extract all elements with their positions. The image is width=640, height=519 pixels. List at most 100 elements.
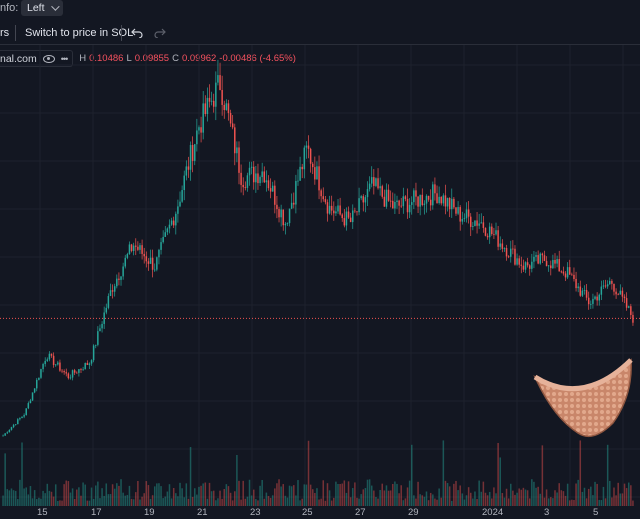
volume-bar [265,492,268,506]
volume-bar [284,495,287,506]
candle [189,145,192,170]
volume-bar [522,487,525,506]
candle [432,184,434,206]
volume-bar [149,498,152,506]
volume-bar [90,487,93,506]
eye-icon[interactable] [42,54,55,63]
volume-bar [38,497,40,506]
volume-bar [244,498,247,506]
candle [495,230,497,235]
candle [627,306,630,308]
candle [541,253,544,256]
candle [630,306,632,315]
x-tick: 27 [355,507,366,518]
volume-bar [141,496,143,506]
candle [309,148,312,164]
candle [238,147,240,173]
volume-bar [4,453,6,506]
candle [476,220,478,226]
volume-bar [606,444,609,506]
volume-bar [322,480,325,506]
volume-bar [54,484,57,506]
candle [558,259,560,272]
candle [179,201,181,207]
candle [164,232,167,237]
candle [229,113,232,124]
candle [80,369,82,370]
volume-bar [170,498,173,506]
volume-bar [122,492,124,506]
candle [63,371,65,373]
volume-bar [307,440,310,506]
candle [215,82,217,107]
candle [109,290,112,297]
volume-bar [598,499,600,506]
candle [404,196,407,199]
candle [200,127,202,133]
candle [324,199,327,203]
candle [436,193,438,204]
candle [328,205,331,214]
high-value: 0.10486 [89,53,124,64]
candle [59,362,61,371]
candle [381,186,384,197]
candle [623,296,626,299]
volume-bar [562,491,565,506]
undo-icon[interactable] [131,27,143,38]
redo-icon[interactable] [154,27,166,38]
candle [105,307,108,313]
candle [71,370,74,378]
more-icon[interactable]: ••• [60,53,69,64]
symbol-box[interactable]: nal.com ••• [0,50,74,67]
volume-bar [358,498,360,506]
volume-bar [575,483,577,506]
candle [311,163,314,168]
candle [526,262,529,266]
candle [92,345,95,361]
volume-bar [311,489,314,506]
price-chart[interactable] [0,45,640,506]
candle [73,370,76,373]
volume-bar [362,489,365,506]
candle [124,257,126,267]
candle [38,377,40,380]
candle [453,198,455,208]
volume-bar [596,483,598,506]
candle [524,262,527,270]
volume-bar [61,500,63,506]
time-axis[interactable]: 15 17 19 21 23 25 27 29 2024 3 5 [0,506,640,519]
volume-bar [585,498,588,506]
volume-bar [419,494,421,506]
candle [175,213,177,226]
candle [459,207,461,222]
symbol-name: nal.com [0,52,37,65]
volume-bar [217,498,219,506]
volume-bar [65,480,68,506]
volume-bar [196,494,198,506]
candle [632,314,634,323]
volume-bar [499,457,501,506]
volume-bar [19,479,21,506]
switch-price-button[interactable]: Switch to price in SOL [25,27,134,39]
candle [579,286,582,296]
position-dropdown[interactable]: Left [21,0,63,16]
volume-bar [212,490,215,506]
candle [76,372,78,374]
candle [177,206,179,214]
candle [202,103,204,133]
candle [278,209,280,218]
volume-bar [377,498,379,506]
volume-bar [611,497,613,506]
volume-bar [290,486,293,506]
volume-bar [630,485,632,506]
volume-bar [80,495,82,506]
volume-bar [234,491,236,506]
candle [86,363,89,365]
volume-bar [97,481,99,506]
volume-bar [545,489,548,506]
candle [99,328,101,332]
volume-bar [248,479,251,506]
volume-bar [164,496,167,506]
toolbar-item-fragment[interactable]: rs [0,27,10,39]
volume-bar [368,479,371,506]
